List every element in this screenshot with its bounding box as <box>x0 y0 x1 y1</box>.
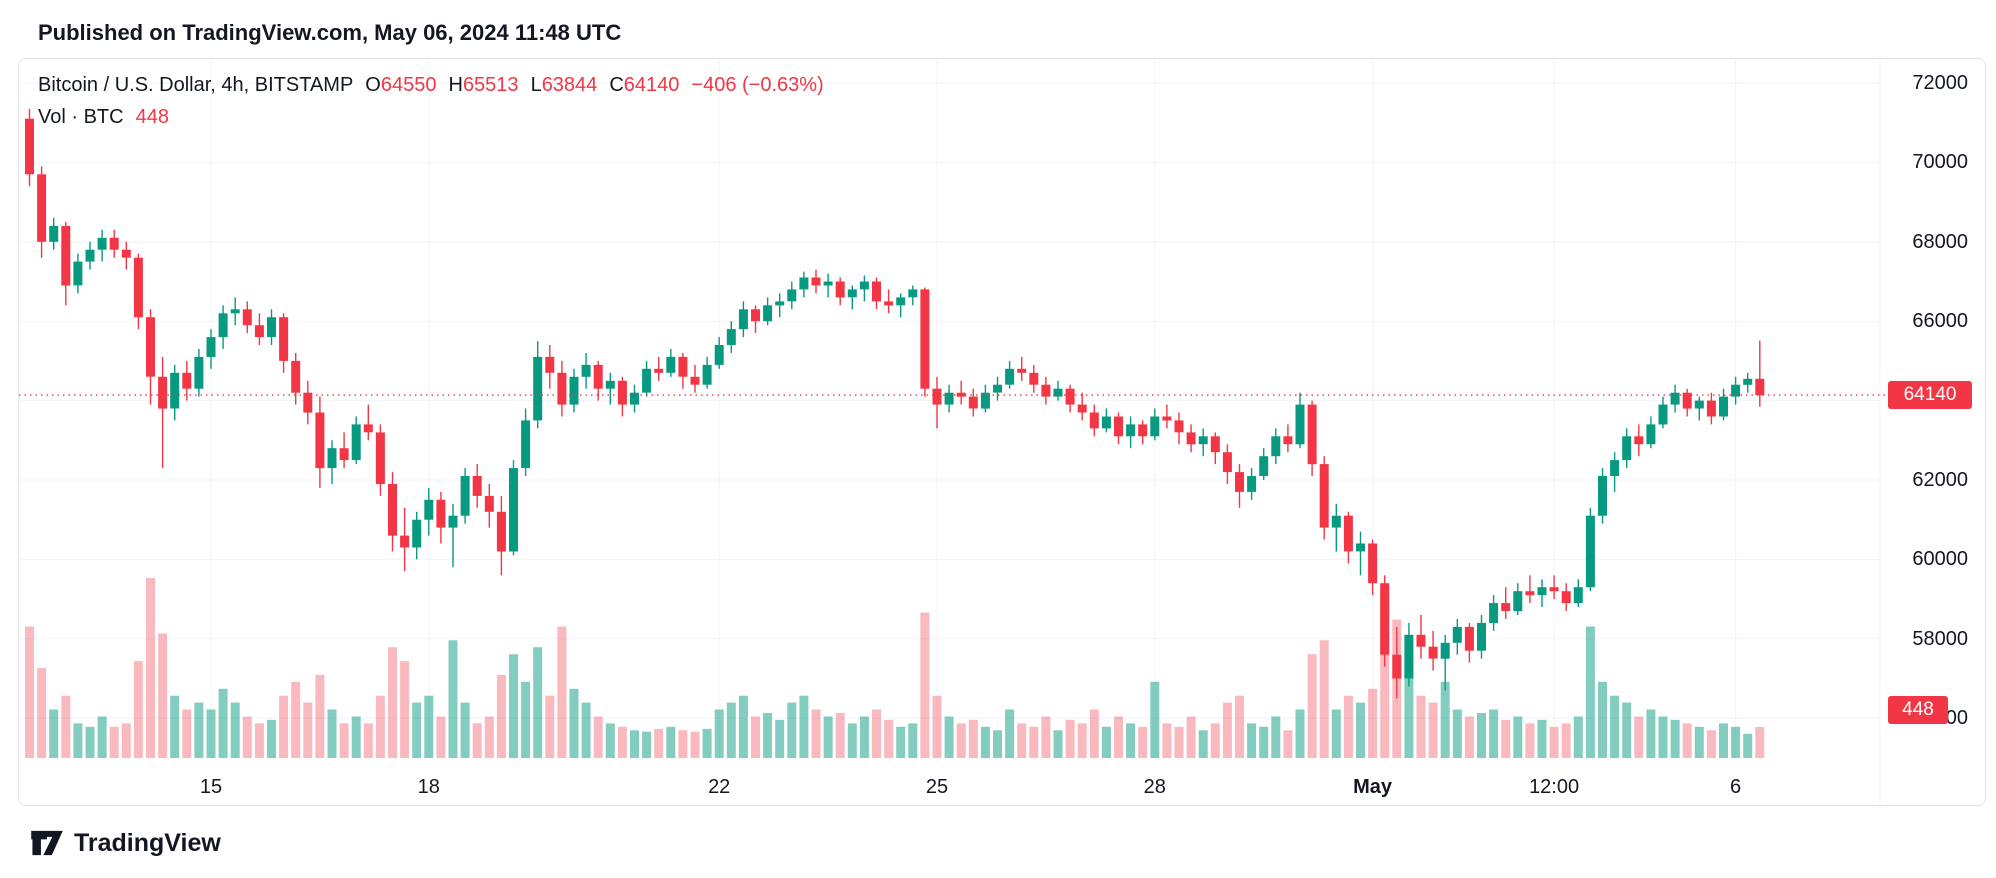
low-label: L63844 <box>530 74 598 96</box>
legend-volume-row: Vol · BTC 448 <box>38 106 824 129</box>
chart-legend: Bitcoin / U.S. Dollar, 4h, BITSTAMP O645… <box>38 74 824 138</box>
high-label: H65513 <box>448 74 519 96</box>
symbol-title[interactable]: Bitcoin / U.S. Dollar, 4h, BITSTAMP <box>38 74 354 96</box>
tradingview-logo-icon <box>31 830 63 856</box>
volume-label: Vol · BTC <box>38 106 124 128</box>
volume-value: 448 <box>135 106 169 128</box>
open-label: O64550 <box>365 74 437 96</box>
open-value: 64550 <box>380 74 437 96</box>
close-value: 64140 <box>623 74 680 96</box>
high-value: 65513 <box>462 74 519 96</box>
published-line: Published on TradingView.com, May 06, 20… <box>38 20 622 45</box>
tradingview-brand-text: TradingView <box>74 828 221 857</box>
close-label: C64140 <box>609 74 680 96</box>
change-value: −406 (−0.63%) <box>691 74 824 96</box>
low-value: 63844 <box>541 74 598 96</box>
volume-badge: 448 <box>1888 696 1948 724</box>
footer-brand[interactable]: TradingView <box>30 828 221 858</box>
legend-symbol-row: Bitcoin / U.S. Dollar, 4h, BITSTAMP O645… <box>38 74 824 97</box>
last-price-badge: 64140 <box>1888 381 1972 410</box>
